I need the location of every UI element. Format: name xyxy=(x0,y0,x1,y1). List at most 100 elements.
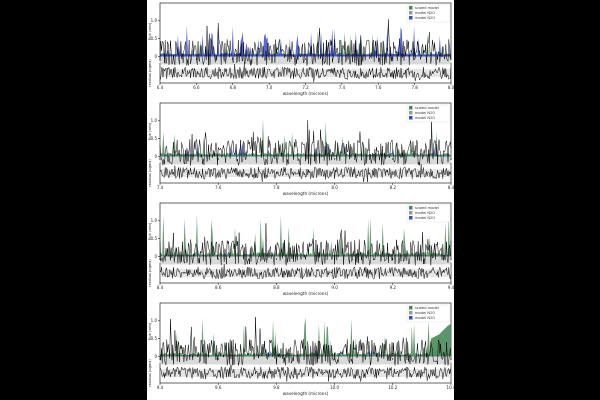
x-tick-label: 7.0 xyxy=(266,85,273,90)
scaled-model-fill-edge xyxy=(429,323,451,357)
x-tick-label: 10.0 xyxy=(330,385,339,390)
legend-box xyxy=(406,104,451,123)
x-axis-label: wavelength (microns) xyxy=(283,91,329,96)
y-tick-label: 0.5 xyxy=(151,336,158,341)
x-tick-label: 7.4 xyxy=(339,85,346,90)
legend-entry-label: model N2O xyxy=(415,11,435,15)
x-tick-label: 9.4 xyxy=(157,385,164,390)
residual-band xyxy=(160,369,451,377)
legend-entry-label: model N2O xyxy=(415,216,435,220)
residual-line xyxy=(159,163,452,183)
x-tick-label: 6.4 xyxy=(157,85,164,90)
legend-swatch xyxy=(409,206,413,210)
y-tick-label: 0 xyxy=(154,54,157,59)
legend-entry-label: scaled model xyxy=(415,206,439,210)
legend-swatch xyxy=(409,106,413,110)
y-axis-label: flux (arb) xyxy=(147,222,152,240)
x-tick-label: 7.8 xyxy=(273,185,280,190)
x-tick-label: 7.6 xyxy=(375,85,382,90)
residual-y-axis-label: residual (sigma) xyxy=(148,59,152,87)
main-axes-frame xyxy=(159,202,452,261)
legend-entry-label: model N2O xyxy=(415,211,435,215)
y-tick-label: 0.5 xyxy=(151,136,158,141)
residual-line xyxy=(159,364,452,382)
x-axis-label: wavelength (microns) xyxy=(283,291,329,296)
legend-entry-label: model N2O xyxy=(415,116,435,120)
x-tick-label: 8.8 xyxy=(273,285,280,290)
uncertainty-band xyxy=(160,356,451,365)
x-axis-label: wavelength (microns) xyxy=(283,391,329,396)
x-tick-label: 7.8 xyxy=(411,85,418,90)
uncertainty-band xyxy=(160,256,451,265)
y-tick-label: 0 xyxy=(154,154,157,159)
legend-swatch xyxy=(409,6,413,10)
x-tick-label: 9.8 xyxy=(273,385,280,390)
y-tick-label: 0 xyxy=(154,254,157,259)
x-tick-label: 9.2 xyxy=(390,285,397,290)
data-line xyxy=(159,223,452,266)
legend-box xyxy=(406,304,451,323)
legend-box xyxy=(406,204,451,223)
legend-swatch xyxy=(409,116,413,120)
data-line xyxy=(159,119,452,166)
residual-band xyxy=(160,169,451,177)
x-tick-label: 7.2 xyxy=(302,85,309,90)
residual-y-axis-label: residual (sigma) xyxy=(148,359,152,387)
y-tick-label: 0 xyxy=(154,354,157,359)
x-tick-label: 7.6 xyxy=(215,185,222,190)
x-tick-label: 8.6 xyxy=(215,285,222,290)
x-tick-label: 6.6 xyxy=(193,85,200,90)
x-tick-label: 6.8 xyxy=(230,85,237,90)
y-axis-label: flux (arb) xyxy=(147,122,152,140)
x-tick-label: 8.4 xyxy=(448,185,454,190)
legend-entry-label: model N2O xyxy=(415,316,435,320)
x-tick-label: 9.4 xyxy=(448,285,454,290)
legend-swatch xyxy=(409,11,413,15)
residual-line xyxy=(159,63,452,83)
x-tick-label: 7.4 xyxy=(157,185,164,190)
y-tick-label: 0.5 xyxy=(151,236,158,241)
legend-swatch xyxy=(409,16,413,20)
x-tick-label: 9.6 xyxy=(215,385,222,390)
y-axis-label: flux (arb) xyxy=(147,22,152,40)
scaled-model-fill xyxy=(160,317,451,357)
x-tick-label: 9.0 xyxy=(331,285,338,290)
x-tick-label: 8.0 xyxy=(331,185,338,190)
main-axes-frame xyxy=(159,102,452,161)
y-tick-label: 1.0 xyxy=(151,18,158,23)
legend-swatch xyxy=(409,306,413,310)
x-tick-label: 8.2 xyxy=(390,185,397,190)
residual-line xyxy=(159,263,452,280)
x-axis-label: wavelength (microns) xyxy=(283,191,329,196)
model-n2o-fill xyxy=(160,24,451,57)
legend-swatch xyxy=(409,311,413,315)
figure-canvas: scaled model model N2O model N2O 0 0.5 1.0 flu… xyxy=(147,0,454,400)
residual-band xyxy=(160,69,451,77)
legend-swatch xyxy=(409,111,413,115)
legend-swatch xyxy=(409,211,413,215)
legend-entry-label: model N2O xyxy=(415,16,435,20)
y-tick-label: 0.5 xyxy=(151,36,158,41)
legend-entry-label: model N2O xyxy=(415,311,435,315)
data-line xyxy=(159,19,452,66)
x-tick-label: 8.0 xyxy=(448,85,454,90)
x-tick-label: 10.2 xyxy=(388,385,397,390)
x-tick-label: 8.4 xyxy=(157,285,164,290)
data-line xyxy=(159,317,452,366)
legend-swatch xyxy=(409,316,413,320)
uncertainty-band xyxy=(160,56,451,65)
legend-entry-label: model N2O xyxy=(415,111,435,115)
y-tick-label: 1.0 xyxy=(151,218,158,223)
y-axis-label: flux (arb) xyxy=(147,322,152,340)
legend-box xyxy=(406,4,451,23)
residual-y-axis-label: residual (sigma) xyxy=(148,159,152,187)
x-tick-label: 10.4 xyxy=(447,385,454,390)
y-tick-label: 1.0 xyxy=(151,118,158,123)
legend-swatch xyxy=(409,216,413,220)
